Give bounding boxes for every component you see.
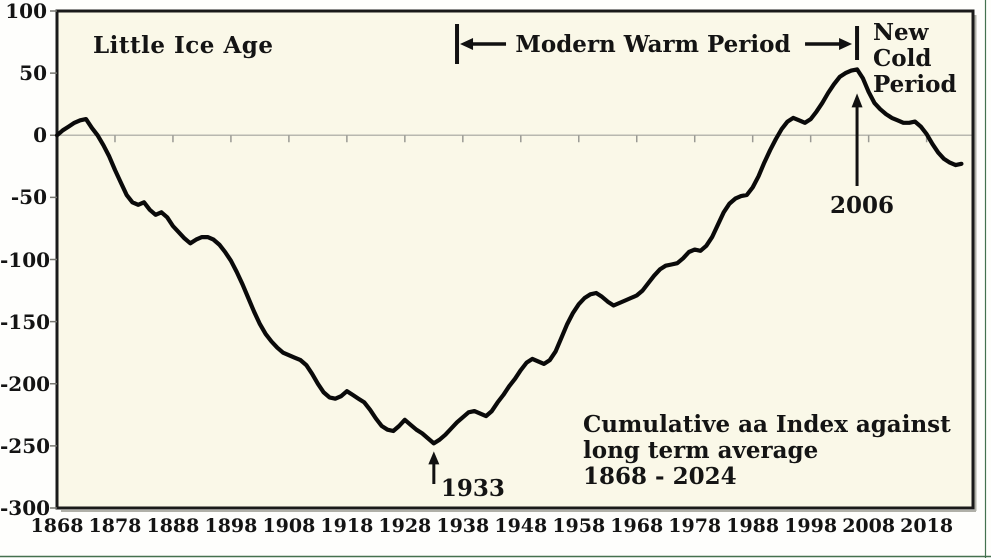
x-tick-label: 1948 [494,515,548,537]
y-tick-label: -250 [0,433,51,458]
x-tick-label: 2018 [900,515,954,537]
arrowhead-2006 [851,93,863,108]
x-tick-label: 1868 [30,515,84,537]
y-tick-label: 100 [5,0,47,23]
warm-period-left-arrowhead [460,38,474,50]
y-tick-label: -100 [0,247,51,272]
x-tick-label: 1908 [262,515,316,537]
x-tick-label: 1938 [436,515,490,537]
x-tick-label: 2008 [842,515,896,537]
x-tick-label: 1898 [204,515,258,537]
y-tick-label: 0 [33,123,47,148]
plot-area [57,11,973,508]
x-tick-label: 1878 [88,515,142,537]
y-tick-label: -50 [10,185,47,210]
x-tick-label: 1918 [320,515,374,537]
x-tick-label: 1988 [726,515,780,537]
annotation-new-cold-period: New Cold Period [873,19,957,98]
annotation-modern-warm-period: Modern Warm Period [515,31,791,58]
arrowhead-1933 [428,451,440,465]
data-line [54,67,964,446]
chart-caption: Cumulative aa Index against long term av… [583,411,951,490]
x-tick-label: 1998 [784,515,838,537]
y-tick-label: -200 [0,371,51,396]
annotation-little-ice-age: Little Ice Age [93,32,274,59]
annotation-2006-label: 2006 [830,192,895,219]
warm-period-right-arrowhead [839,38,853,50]
x-tick-label: 1968 [610,515,664,537]
y-tick-label: -300 [0,496,51,520]
x-tick-label: 1978 [668,515,722,537]
x-tick-label: 1888 [146,515,200,537]
x-tick-label: 1958 [552,515,606,537]
x-tick-label: 1928 [378,515,432,537]
annotation-1933-label: 1933 [440,475,505,502]
y-tick-label: 50 [19,61,47,86]
y-tick-label: -150 [0,309,51,334]
